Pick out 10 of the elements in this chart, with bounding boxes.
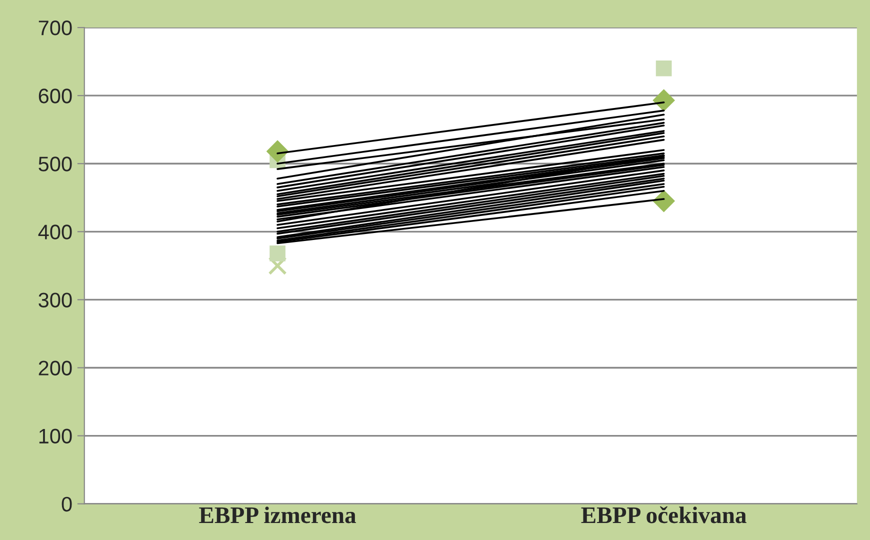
x-tick-label: EBPP očekivana — [581, 506, 746, 524]
y-tick-label: 0 — [62, 496, 72, 512]
y-tick-label: 200 — [38, 360, 72, 376]
y-tick-label: 700 — [38, 20, 72, 36]
y-tick-label: 400 — [38, 224, 72, 240]
y-tick-label: 500 — [38, 156, 72, 172]
y-tick-label: 100 — [39, 428, 72, 444]
y-tick-label: 300 — [38, 292, 72, 308]
x-tick-label: EBPP izmerena — [199, 506, 356, 524]
y-tick-label: 600 — [38, 88, 72, 104]
